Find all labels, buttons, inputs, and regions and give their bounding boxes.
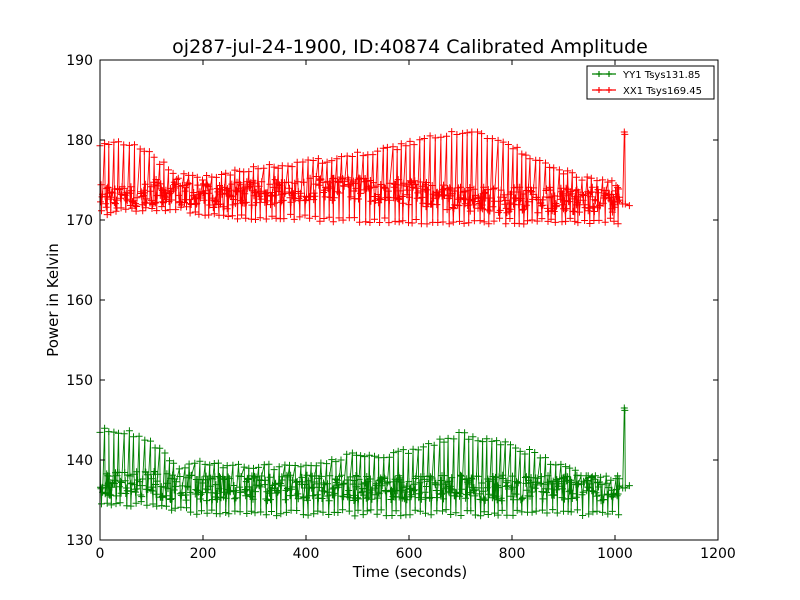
y-tick-label: 130 (66, 533, 93, 549)
series-1 (96, 128, 633, 228)
y-tick-label: 150 (66, 373, 93, 389)
x-tick-label: 0 (96, 546, 105, 562)
x-tick-label: 400 (293, 546, 320, 562)
x-tick-label: 800 (499, 546, 526, 562)
y-tick-label: 140 (66, 453, 93, 469)
x-tick-label: 1000 (597, 546, 633, 562)
legend-marker-yy1 (596, 71, 612, 77)
chart-title: oj287-jul-24-1900, ID:40874 Calibrated A… (172, 36, 648, 58)
x-tick-label: 200 (190, 546, 217, 562)
legend-marker-xx1 (596, 87, 612, 93)
legend-box (586, 65, 715, 100)
y-axis: 130 140 150 160 170 180 190 (66, 53, 718, 549)
legend: YY1 Tsys131.85 XX1 Tsys169.45 (586, 65, 715, 100)
x-tick-label: 1200 (700, 546, 736, 562)
y-tick-label: 160 (66, 293, 93, 309)
plot-series (96, 128, 633, 520)
x-tick-label: 600 (396, 546, 423, 562)
legend-label-yy1: YY1 Tsys131.85 (622, 70, 701, 81)
legend-label-xx1: XX1 Tsys169.45 (623, 86, 702, 97)
y-tick-label: 180 (66, 133, 93, 149)
x-axis: 0 200 400 600 800 1000 1200 (96, 60, 736, 562)
y-tick-label: 190 (66, 53, 93, 69)
x-axis-label: Time (seconds) (352, 563, 468, 581)
y-axis-label: Power in Kelvin (44, 243, 62, 357)
y-tick-label: 170 (66, 213, 93, 229)
